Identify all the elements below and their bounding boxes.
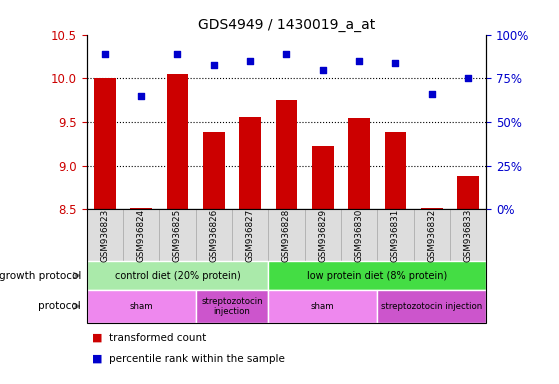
Text: control diet (20% protein): control diet (20% protein) <box>115 270 240 281</box>
Text: GSM936826: GSM936826 <box>209 209 219 262</box>
Point <box>101 51 110 57</box>
Point <box>173 51 182 57</box>
Bar <box>239 117 261 209</box>
Text: GSM936825: GSM936825 <box>173 209 182 262</box>
Text: growth protocol: growth protocol <box>0 270 81 281</box>
Text: GSM936827: GSM936827 <box>245 209 255 262</box>
Point <box>136 93 145 99</box>
Point <box>391 60 400 66</box>
Point <box>246 58 255 64</box>
Point <box>427 91 436 97</box>
Text: GSM936830: GSM936830 <box>354 209 364 262</box>
Text: ■: ■ <box>92 333 103 343</box>
Bar <box>312 146 334 209</box>
Bar <box>348 118 370 209</box>
Bar <box>457 176 479 209</box>
Bar <box>385 132 406 209</box>
Text: GSM936833: GSM936833 <box>463 209 473 262</box>
Text: streptozotocin injection: streptozotocin injection <box>381 302 482 311</box>
Text: transformed count: transformed count <box>109 333 206 343</box>
Text: GSM936831: GSM936831 <box>391 209 400 262</box>
Point <box>464 75 473 81</box>
Text: GSM936832: GSM936832 <box>427 209 437 262</box>
Text: ■: ■ <box>92 354 103 364</box>
Text: GSM936824: GSM936824 <box>136 209 146 262</box>
Point <box>282 51 291 57</box>
Point <box>209 62 218 68</box>
Text: GSM936823: GSM936823 <box>100 209 110 262</box>
Text: percentile rank within the sample: percentile rank within the sample <box>109 354 285 364</box>
Text: protocol: protocol <box>39 301 81 311</box>
Bar <box>167 74 188 209</box>
Text: sham: sham <box>129 302 153 311</box>
Bar <box>94 78 116 209</box>
Text: streptozotocin
injection: streptozotocin injection <box>201 296 263 316</box>
Text: GSM936828: GSM936828 <box>282 209 291 262</box>
Title: GDS4949 / 1430019_a_at: GDS4949 / 1430019_a_at <box>198 18 375 32</box>
Point <box>355 58 364 64</box>
Bar <box>203 132 225 209</box>
Point <box>319 66 328 73</box>
Bar <box>276 100 297 209</box>
Text: GSM936829: GSM936829 <box>318 209 328 262</box>
Text: low protein diet (8% protein): low protein diet (8% protein) <box>307 270 447 281</box>
Text: sham: sham <box>311 302 335 311</box>
